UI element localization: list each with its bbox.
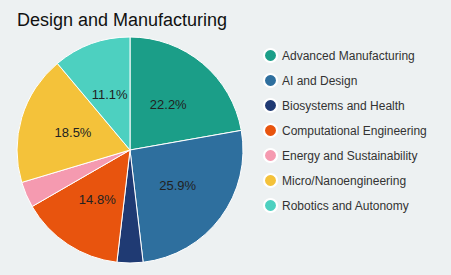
svg-text:Energy and Sustainability: Energy and Sustainability — [282, 149, 417, 163]
svg-text:Advanced Manufacturing: Advanced Manufacturing — [282, 49, 415, 63]
svg-text:Computational Engineering: Computational Engineering — [282, 124, 427, 138]
svg-text:Micro/Nanoengineering: Micro/Nanoengineering — [282, 174, 406, 188]
svg-text:AI and Design: AI and Design — [282, 74, 357, 88]
svg-text:Design and Manufacturing: Design and Manufacturing — [17, 10, 227, 30]
svg-text:14.8%: 14.8% — [79, 192, 116, 207]
svg-text:18.5%: 18.5% — [55, 125, 92, 140]
svg-text:25.9%: 25.9% — [159, 178, 196, 193]
svg-text:11.1%: 11.1% — [92, 87, 128, 102]
svg-text:22.2%: 22.2% — [150, 97, 187, 112]
svg-text:Robotics and Autonomy: Robotics and Autonomy — [282, 199, 409, 213]
svg-text:Biosystems and Health: Biosystems and Health — [282, 99, 405, 113]
